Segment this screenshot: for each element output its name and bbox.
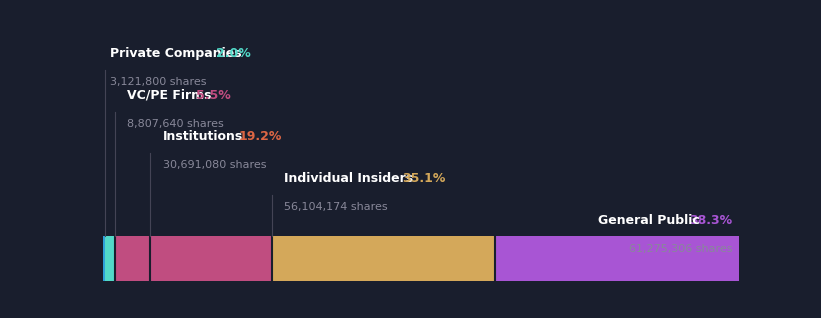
Text: 8,807,640 shares: 8,807,640 shares: [126, 119, 223, 129]
Text: 38.3%: 38.3%: [690, 214, 732, 227]
FancyBboxPatch shape: [495, 237, 739, 280]
Text: 61,275,306 shares: 61,275,306 shares: [629, 244, 732, 254]
FancyBboxPatch shape: [150, 237, 273, 280]
Text: 5.5%: 5.5%: [196, 89, 232, 102]
Text: 56,104,174 shares: 56,104,174 shares: [284, 202, 388, 212]
Text: 35.1%: 35.1%: [402, 172, 445, 185]
Text: VC/PE Firms: VC/PE Firms: [126, 89, 211, 102]
FancyBboxPatch shape: [103, 237, 105, 280]
Text: Individual Insiders: Individual Insiders: [284, 172, 413, 185]
Text: 2.0%: 2.0%: [216, 47, 251, 60]
Text: 30,691,080 shares: 30,691,080 shares: [163, 160, 267, 170]
Text: 19.2%: 19.2%: [239, 130, 282, 143]
Text: Private Companies: Private Companies: [110, 47, 242, 60]
FancyBboxPatch shape: [105, 237, 115, 280]
FancyBboxPatch shape: [115, 237, 150, 280]
Text: 3,121,800 shares: 3,121,800 shares: [110, 77, 207, 87]
Text: Institutions: Institutions: [163, 130, 243, 143]
FancyBboxPatch shape: [273, 237, 495, 280]
Text: General Public: General Public: [598, 214, 704, 227]
